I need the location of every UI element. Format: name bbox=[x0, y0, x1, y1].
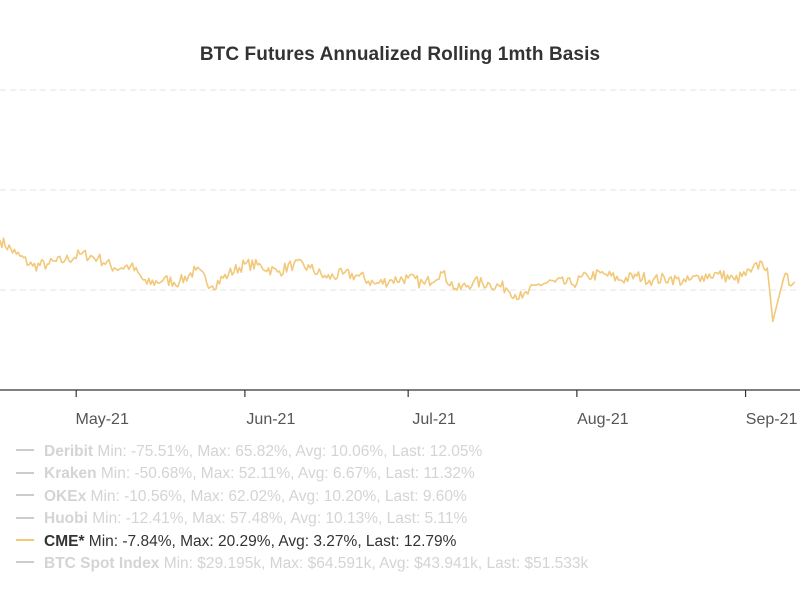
legend-item-okex[interactable]: OKEx Min: -10.56%, Max: 62.02%, Avg: 10.… bbox=[16, 486, 588, 508]
legend-series-name: Huobi bbox=[44, 510, 88, 528]
legend-series-name: Deribit bbox=[44, 443, 94, 460]
x-tick-label: Aug-21 bbox=[577, 411, 629, 428]
legend-series-stats: Min: -50.68%, Max: 52.11%, Avg: 6.67%, L… bbox=[100, 465, 475, 483]
legend-swatch bbox=[16, 449, 34, 452]
cme-series-line[interactable] bbox=[0, 237, 796, 323]
legend-item-cme[interactable]: CME* Min: -7.84%, Max: 20.29%, Avg: 3.27… bbox=[16, 531, 588, 553]
legend-swatch bbox=[16, 494, 34, 497]
legend-series-name: Kraken bbox=[44, 465, 97, 483]
legend-item-btc-spot-index[interactable]: BTC Spot Index Min: $29.195k, Max: $64.5… bbox=[16, 553, 588, 575]
legend-item-deribit[interactable]: Deribit Min: -75.51%, Max: 65.82%, Avg: … bbox=[16, 441, 588, 463]
legend-series-stats: Min: -10.56%, Max: 62.02%, Avg: 10.20%, … bbox=[90, 487, 467, 505]
chart-title: BTC Futures Annualized Rolling 1mth Basi… bbox=[199, 44, 601, 65]
x-tick-label: Jun-21 bbox=[246, 411, 295, 428]
legend-swatch bbox=[16, 516, 34, 519]
legend-series-stats: Min: $29.195k, Max: $64.591k, Avg: $43.9… bbox=[163, 554, 589, 572]
legend-series-name: OKEx bbox=[44, 487, 87, 505]
x-tick-label: Jul-21 bbox=[412, 411, 456, 428]
legend-swatch bbox=[16, 561, 34, 564]
x-tick-label: May-21 bbox=[76, 411, 129, 428]
legend-series-name: BTC Spot Index bbox=[44, 554, 160, 572]
legend-series-stats: Min: -7.84%, Max: 20.29%, Avg: 3.27%, La… bbox=[88, 532, 457, 550]
legend-item-kraken[interactable]: Kraken Min: -50.68%, Max: 52.11%, Avg: 6… bbox=[16, 463, 588, 485]
legend-series-stats: Min: -12.41%, Max: 57.48%, Avg: 10.13%, … bbox=[92, 510, 468, 528]
x-tick-label: Sep-21 bbox=[746, 411, 798, 428]
legend-series-stats: Min: -75.51%, Max: 65.82%, Avg: 10.06%, … bbox=[97, 443, 483, 460]
legend-swatch bbox=[16, 471, 34, 474]
legend-swatch bbox=[16, 538, 34, 541]
legend-item-huobi[interactable]: Huobi Min: -12.41%, Max: 57.48%, Avg: 10… bbox=[16, 508, 588, 530]
legend: Deribit Min: -75.51%, Max: 65.82%, Avg: … bbox=[16, 441, 588, 575]
legend-series-name: CME* bbox=[44, 532, 85, 550]
